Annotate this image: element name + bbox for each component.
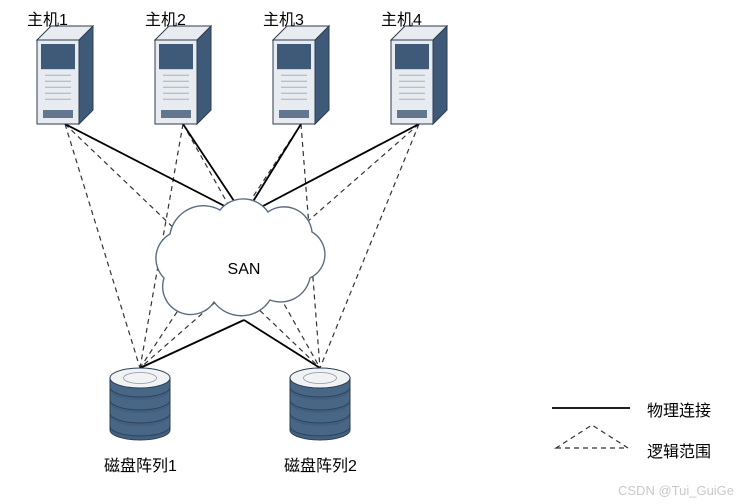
legend-physical-label: 物理连接 xyxy=(647,397,711,421)
logical-edge xyxy=(65,124,140,368)
disk-label: 磁盘阵列2 xyxy=(284,452,357,476)
disk-array-icon xyxy=(110,368,170,440)
host-label: 主机3 xyxy=(263,6,304,30)
host-icon xyxy=(391,26,447,124)
host-icon xyxy=(273,26,329,124)
watermark: CSDN @Tui_GuiGe xyxy=(618,483,734,498)
physical-edge xyxy=(65,124,244,216)
disk-label: 磁盘阵列1 xyxy=(104,452,177,476)
host-label: 主机2 xyxy=(145,6,186,30)
diagram-canvas: SAN xyxy=(0,0,748,504)
cloud-label: SAN xyxy=(228,261,261,278)
physical-edge xyxy=(244,320,320,368)
logical-edge xyxy=(320,124,419,368)
cloud-icon xyxy=(156,199,325,316)
host-label: 主机4 xyxy=(381,6,422,30)
host-icon xyxy=(37,26,93,124)
host-icon xyxy=(155,26,211,124)
host-label: 主机1 xyxy=(27,6,68,30)
legend-logical-label: 逻辑范围 xyxy=(647,438,711,462)
legend-logical-triangle xyxy=(556,425,628,448)
disk-array-icon xyxy=(290,368,350,440)
